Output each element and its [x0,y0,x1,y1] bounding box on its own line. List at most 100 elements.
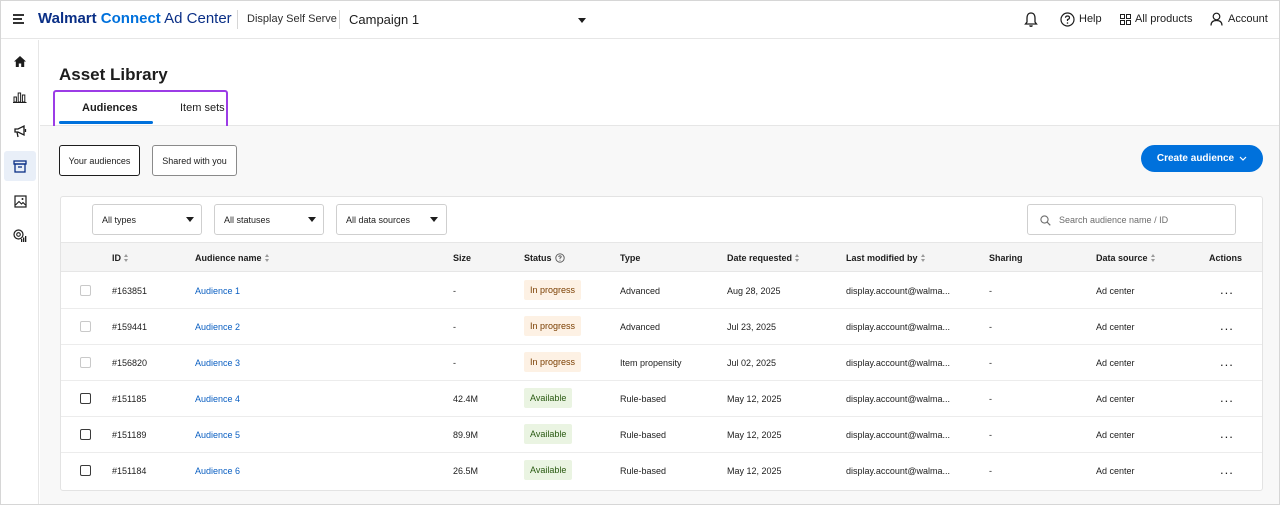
create-audience-button[interactable]: Create audience [1141,145,1263,172]
row-checkbox[interactable] [80,429,91,440]
column-label: Status [524,253,552,263]
user-icon[interactable] [1210,12,1223,26]
cell-id: #151185 [112,394,147,404]
sub-product-label[interactable]: Display Self Serve [247,13,337,25]
campaign-selector[interactable]: Campaign 1 [349,12,420,27]
column-header-data-source[interactable]: Data source [1096,253,1156,263]
audience-name-link[interactable]: Audience 4 [195,394,241,404]
menu-icon[interactable] [13,14,24,24]
cell-size: - [453,322,456,332]
row-checkbox [80,285,91,296]
row-checkbox[interactable] [80,393,91,404]
table-row[interactable]: #156820 Audience 3 - In progress Item pr… [61,345,1262,381]
cell-id: #151189 [112,430,147,440]
table-row[interactable]: #151189 Audience 5 89.9M Available Rule-… [61,417,1262,453]
top-bar: Walmart Connect Ad Center Display Self S… [1,1,1279,39]
status-filter-dropdown[interactable]: All statuses [214,204,324,235]
column-label: Last modified by [846,253,918,263]
status-badge: In progress [524,280,582,300]
cell-source: Ad center [1096,466,1135,476]
sidebar-item-asset-library[interactable] [4,151,36,181]
sidebar-item-media[interactable] [4,186,36,216]
cell-source: Ad center [1096,394,1135,404]
cell-modified-by: display.account@walma... [846,466,951,476]
column-label: Size [453,253,472,263]
divider [339,10,340,29]
data-source-filter-dropdown[interactable]: All data sources [336,204,447,235]
sidebar-item-audience-insights[interactable] [4,221,36,251]
column-header-id[interactable]: ID [112,253,129,263]
cell-source: Ad center [1096,358,1135,368]
table-row[interactable]: #151184 Audience 6 26.5M Available Rule-… [61,453,1262,489]
sidebar-item-campaigns[interactable] [4,116,36,146]
more-actions-icon[interactable]: ... [1220,390,1234,405]
shared-with-you-button[interactable]: Shared with you [152,145,237,176]
cell-sharing: - [989,286,992,296]
column-label: Type [620,253,641,263]
main-content: Your audiences Shared with you Create au… [40,126,1279,504]
column-label: Actions [1209,253,1243,263]
cell-modified-by: display.account@walma... [846,430,951,440]
info-icon[interactable] [554,253,565,263]
chevron-down-icon [186,217,194,222]
help-link[interactable]: Help [1079,13,1102,25]
audience-name-link[interactable]: Audience 1 [195,286,241,296]
column-header-last-modified-by[interactable]: Last modified by [846,253,926,263]
cell-date: Aug 28, 2025 [727,286,781,296]
cell-modified-by: display.account@walma... [846,394,951,404]
cell-size: 42.4M [453,394,479,404]
status-badge: Available [524,460,573,480]
tab-item-sets[interactable]: Item sets [180,102,225,114]
data-source-filter-value: All data sources [346,214,411,225]
divider [237,10,238,29]
more-actions-icon[interactable]: ... [1220,462,1234,477]
column-header-actions: Actions [1209,253,1242,263]
search-input[interactable]: Search audience name / ID [1027,204,1236,235]
more-actions-icon[interactable]: ... [1220,318,1234,333]
cell-type: Rule-based [620,394,667,404]
audience-name-link[interactable]: Audience 5 [195,430,241,440]
bell-icon[interactable] [1024,11,1038,28]
cell-type: Rule-based [620,430,667,440]
row-checkbox[interactable] [80,465,91,476]
table-row[interactable]: #151185 Audience 4 42.4M Available Rule-… [61,381,1262,417]
more-actions-icon[interactable]: ... [1220,354,1234,369]
sidebar-item-home[interactable] [4,46,36,76]
table-row[interactable]: #159441 Audience 2 - In progress Advance… [61,309,1262,345]
status-badge: In progress [524,316,582,336]
audience-name-link[interactable]: Audience 6 [195,466,241,476]
help-icon[interactable] [1060,12,1075,27]
cell-source: Ad center [1096,430,1135,440]
audience-table-card: All types All statuses All data sources … [60,196,1263,491]
brand-logo[interactable]: Walmart Connect Ad Center [38,10,232,27]
column-header-audience-name[interactable]: Audience name [195,253,270,263]
table-header: ID Audience name Size Status Type Date r… [61,242,1262,272]
account-link[interactable]: Account [1228,13,1268,25]
table-row[interactable]: #163851 Audience 1 - In progress Advance… [61,273,1262,309]
column-header-sharing: Sharing [989,253,1023,263]
sort-icon [1150,253,1156,263]
sidebar-item-reports[interactable] [4,81,36,111]
more-actions-icon[interactable]: ... [1220,426,1234,441]
column-label: Data source [1096,253,1148,263]
cell-modified-by: display.account@walma... [846,322,951,332]
sidebar [1,40,39,504]
audience-name-link[interactable]: Audience 3 [195,358,241,368]
more-actions-icon[interactable]: ... [1220,282,1234,297]
column-header-size: Size [453,253,471,263]
all-products-link[interactable]: All products [1135,13,1193,25]
cell-date: May 12, 2025 [727,430,782,440]
sort-icon [264,253,270,263]
tab-audiences[interactable]: Audiences [82,102,138,114]
cell-type: Rule-based [620,466,667,476]
your-audiences-button[interactable]: Your audiences [59,145,140,176]
column-header-date-requested[interactable]: Date requested [727,253,800,263]
audience-name-link[interactable]: Audience 2 [195,322,241,332]
page-header: Asset Library Audiences Item sets [40,40,1279,133]
grid-icon[interactable] [1120,14,1131,25]
cell-id: #156820 [112,358,148,368]
cell-date: Jul 02, 2025 [727,358,777,368]
type-filter-dropdown[interactable]: All types [92,204,202,235]
search-icon [1040,215,1051,226]
chevron-down-icon[interactable] [578,18,586,23]
